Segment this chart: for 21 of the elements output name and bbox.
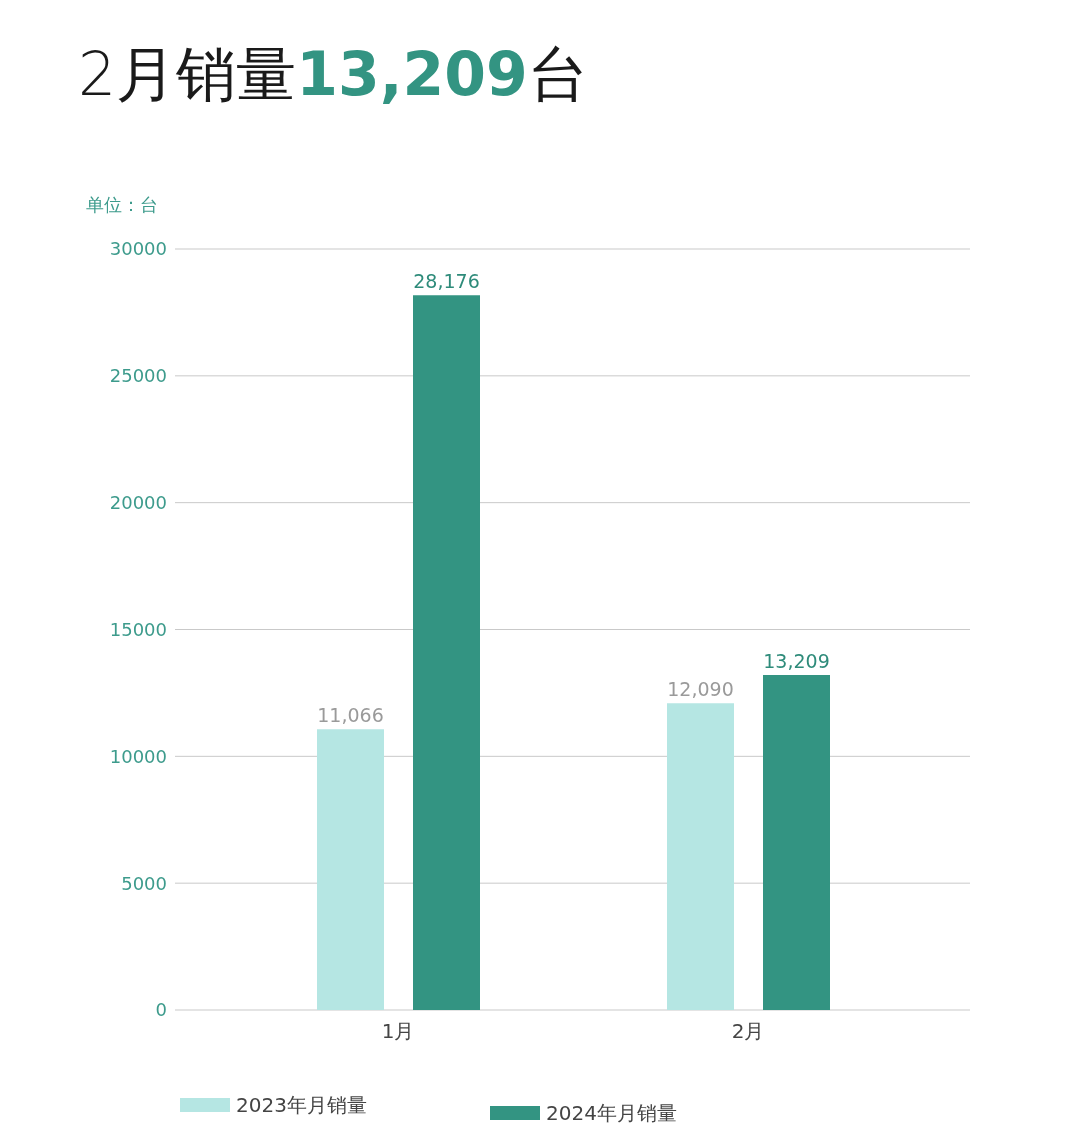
bar <box>763 674 830 1010</box>
y-tick-label: 15000 <box>109 618 167 640</box>
y-tick-label: 30000 <box>109 238 167 260</box>
x-tick-label: 1月 <box>381 1019 415 1044</box>
bar <box>317 729 384 1010</box>
data-label: 28,176 <box>413 270 480 293</box>
y-tick-label: 5000 <box>121 872 167 894</box>
bar <box>413 295 480 1010</box>
data-label: 11,066 <box>317 704 384 727</box>
bar <box>667 703 734 1010</box>
chart-title: 2月销量13,209台 <box>78 38 588 111</box>
data-label: 13,209 <box>763 649 830 672</box>
data-label: 12,090 <box>667 678 734 701</box>
x-tick-label: 2月 <box>731 1019 765 1044</box>
y-axis-title: 单位：台 <box>86 193 158 217</box>
legend-label: 2023年月销量 <box>236 1092 367 1118</box>
legend-label: 2024年月销量 <box>546 1100 677 1126</box>
y-tick-label: 0 <box>155 999 167 1021</box>
y-tick-label: 10000 <box>109 745 167 767</box>
y-tick-label: 20000 <box>109 492 167 514</box>
y-tick-label: 25000 <box>109 365 167 387</box>
